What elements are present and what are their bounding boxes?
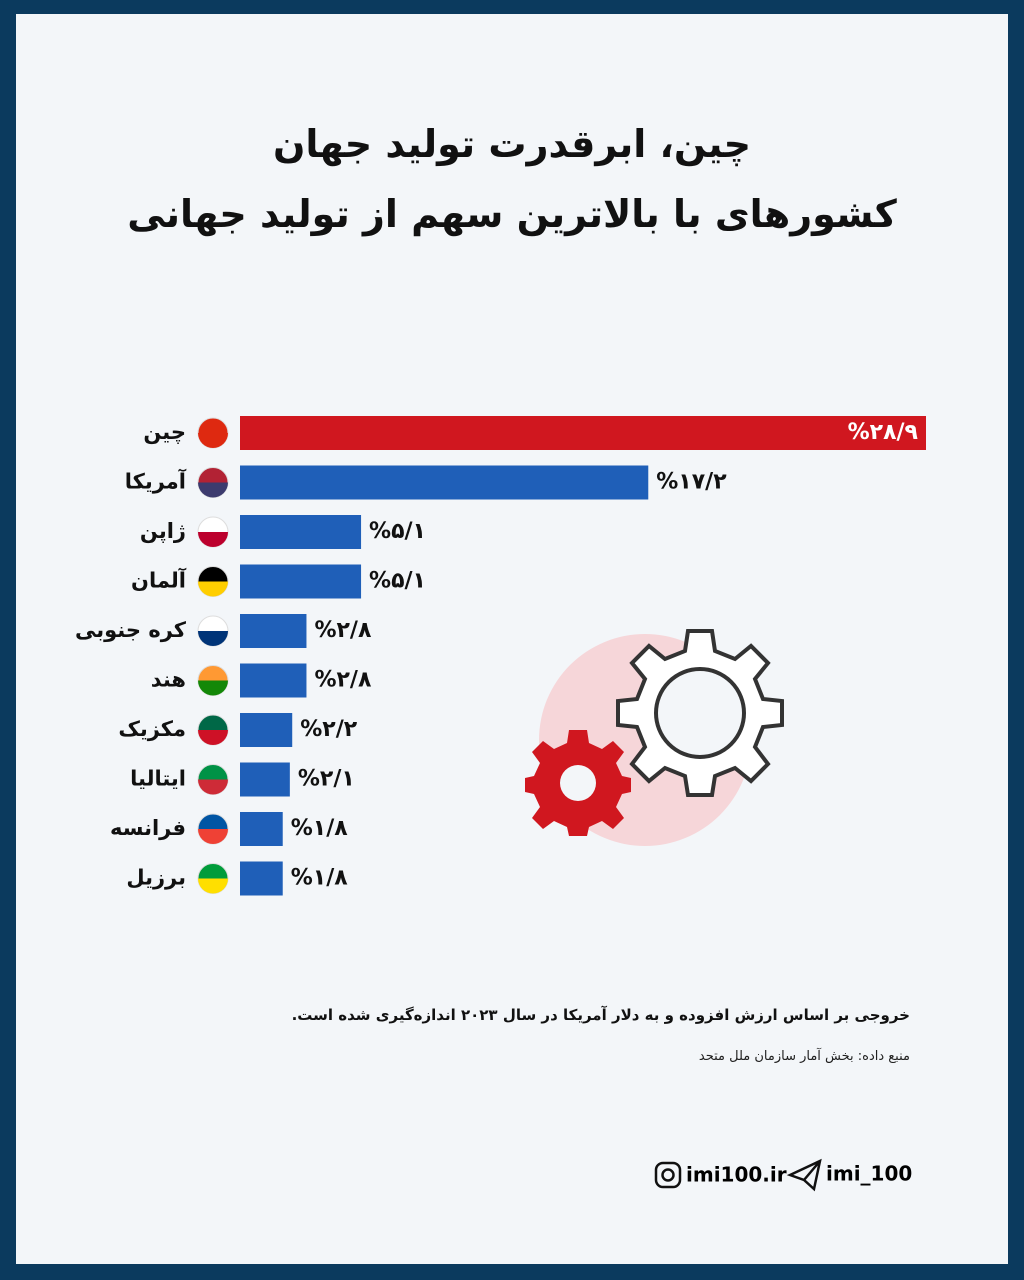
- chart-title: چین، ابرقدرت تولید جهان: [272, 122, 752, 166]
- chart-subtitle: کشورهای با بالاترین سهم از تولید جهانی: [127, 192, 897, 236]
- bar: [240, 812, 283, 846]
- category-label: برزیل: [126, 866, 186, 890]
- flag: [198, 878, 228, 894]
- value-label: %۲۸/۹: [848, 420, 918, 445]
- flag: [198, 829, 228, 844]
- category-label: آمریکا: [125, 469, 187, 494]
- category-label: آلمان: [131, 568, 187, 593]
- bar: [240, 861, 283, 896]
- bar: [240, 564, 362, 599]
- bar: [240, 762, 290, 797]
- value-label: %۲/۸: [314, 668, 372, 693]
- telegram-icon: [786, 1158, 822, 1192]
- flag: [198, 779, 228, 795]
- value-label: %۲/۸: [314, 618, 372, 643]
- value-label: %۵/۱: [369, 569, 426, 594]
- bar: [240, 416, 926, 450]
- instagram-icon: [654, 1161, 682, 1189]
- flag: [198, 482, 228, 498]
- value-label: %۲/۲: [300, 717, 358, 742]
- flag: [198, 730, 228, 745]
- bar: [240, 663, 307, 698]
- flag: [198, 631, 228, 646]
- gear-illustration: [525, 629, 784, 846]
- flag: [198, 433, 228, 448]
- category-label: کره جنوبی: [75, 618, 187, 642]
- category-label: مکزیک: [118, 717, 186, 741]
- value-label: %۱/۸: [291, 866, 349, 891]
- value-label: %۱/۸: [291, 816, 349, 841]
- category-label: ایتالیا: [130, 767, 186, 791]
- source: منبع داده: بخش آمار سازمان ملل متحد: [698, 1049, 910, 1064]
- category-label: ژاپن: [140, 519, 186, 543]
- value-label: %۱۷/۲: [656, 470, 727, 495]
- telegram: imi_100: [826, 1162, 912, 1186]
- category-label: چین: [143, 420, 186, 444]
- website: imi100.ir: [686, 1163, 787, 1187]
- flag: [198, 581, 228, 597]
- category-label: فرانسه: [110, 816, 186, 840]
- bar: [240, 465, 649, 500]
- note: خروجی بر اساس ارزش افزوده و به دلار آمری…: [291, 1006, 910, 1024]
- bar: [240, 713, 293, 747]
- flag: [198, 680, 228, 696]
- bar: [240, 515, 362, 549]
- category-label: هند: [151, 668, 186, 692]
- value-label: %۲/۱: [298, 767, 355, 792]
- bar: [240, 614, 307, 648]
- value-label: %۵/۱: [369, 519, 426, 544]
- flag: [198, 532, 228, 547]
- background: [16, 14, 1008, 1264]
